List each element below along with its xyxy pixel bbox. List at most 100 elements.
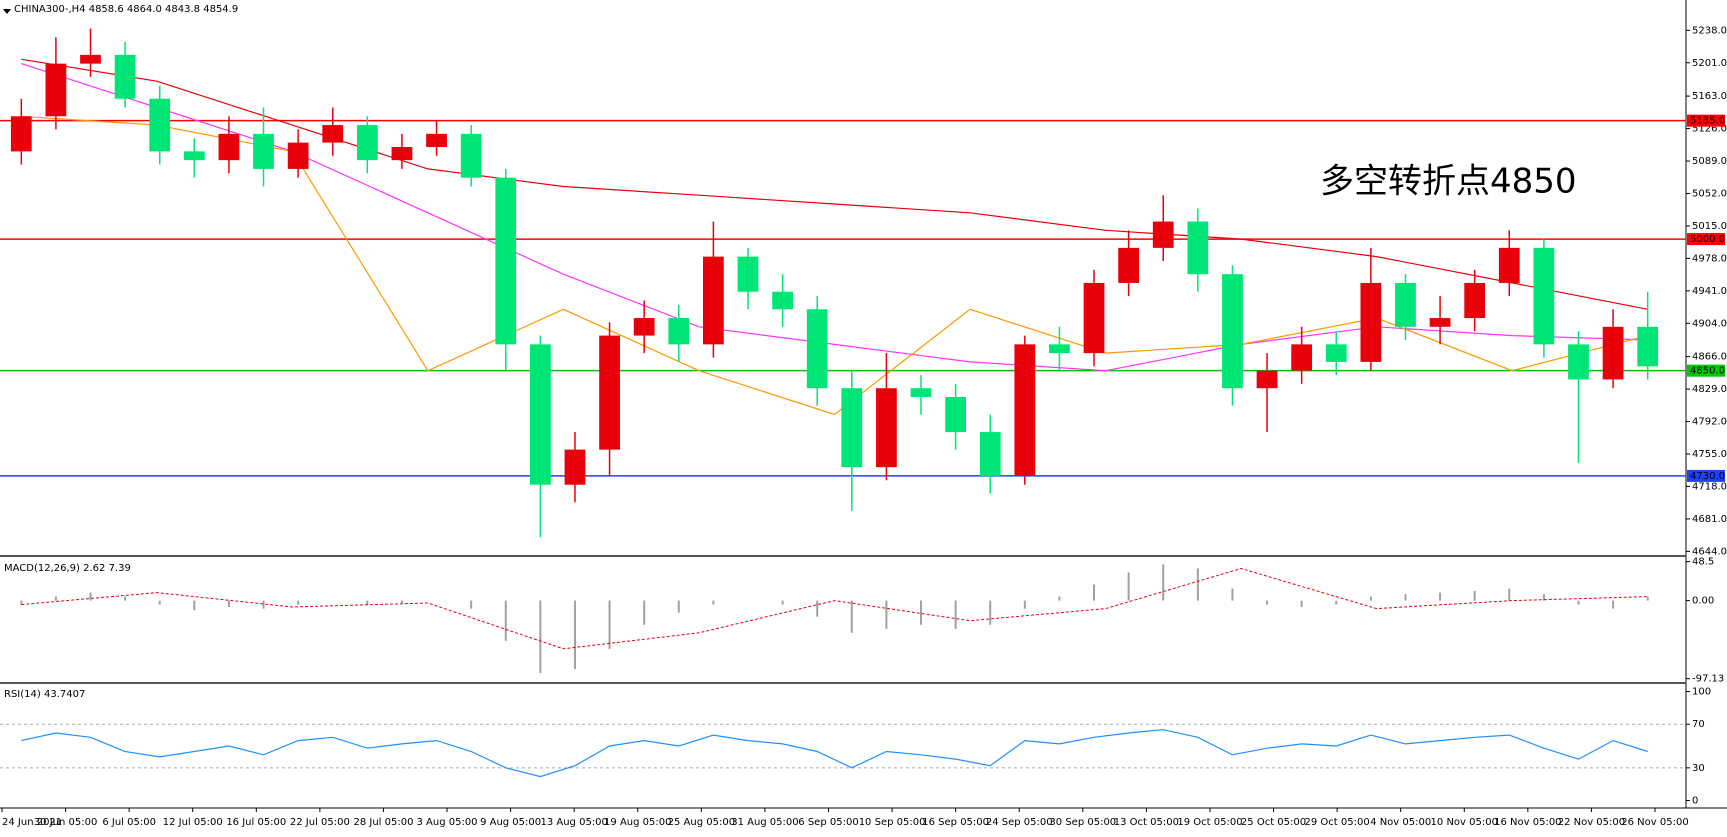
candle-body [1325, 344, 1347, 362]
candle-body [1395, 282, 1416, 327]
candle-body [876, 388, 897, 468]
candle-body [1498, 247, 1520, 283]
y-tick-label: 100 [1692, 687, 1711, 698]
y-tick-label: 4904.0 [1692, 318, 1727, 329]
candle-body [253, 133, 274, 169]
chart-header: CHINA300-,H4 4858.6 4864.0 4843.8 4854.9 [14, 4, 238, 15]
x-tick-label: 13 Oct 05:00 [1114, 817, 1179, 828]
candle-body [1049, 344, 1070, 354]
x-tick-label: 28 Jul 05:00 [353, 817, 413, 828]
x-tick-label: 30 Sep 05:00 [1049, 817, 1116, 828]
candle-body [1187, 221, 1209, 275]
x-tick-label: 10 Sep 05:00 [859, 817, 926, 828]
candle-body [564, 449, 586, 485]
y-tick-label: 4681.0 [1692, 514, 1727, 525]
y-tick-label: 30 [1692, 763, 1705, 774]
candle-body [910, 388, 932, 397]
y-tick-label: 70 [1692, 719, 1705, 730]
level-tag [1687, 114, 1725, 127]
candle-body [426, 133, 447, 147]
menu-arrow [3, 9, 11, 14]
y-tick-label: 4866.0 [1692, 352, 1727, 363]
x-tick-label: 16 Sep 05:00 [922, 817, 989, 828]
x-tick-label: 16 Jul 05:00 [226, 817, 286, 828]
candle-body [1637, 326, 1659, 367]
x-tick-label: 22 Nov 05:00 [1558, 817, 1625, 828]
x-tick-label: 10 Nov 05:00 [1431, 817, 1498, 828]
macd-signal [21, 567, 1648, 650]
x-tick-label: 19 Aug 05:00 [604, 817, 671, 828]
x-tick-label: 26 Nov 05:00 [1621, 817, 1688, 828]
y-tick-label: 5052.0 [1692, 188, 1727, 199]
candle-body [668, 318, 690, 345]
candle-body [45, 63, 67, 117]
x-tick-label: 24 Sep 05:00 [986, 817, 1053, 828]
candle-body [841, 388, 863, 468]
x-tick-label: 25 Oct 05:00 [1241, 817, 1306, 828]
candle-body [1291, 344, 1313, 371]
y-tick-label: 5201.0 [1692, 58, 1727, 69]
x-tick-label: 31 Aug 05:00 [731, 817, 798, 828]
candle-body [287, 142, 309, 169]
candle-body [356, 125, 378, 161]
annotation: 多空转折点4850 [1320, 162, 1577, 202]
x-tick-label: 12 Jul 05:00 [163, 817, 223, 828]
candle-body [1429, 318, 1451, 327]
x-tick-label: 16 Nov 05:00 [1494, 817, 1561, 828]
y-tick-label: 5015.0 [1692, 221, 1727, 232]
x-tick-label: 6 Jul 05:00 [102, 817, 156, 828]
level-tag [1687, 233, 1725, 246]
y-tick-label: -97.13 [1692, 674, 1724, 685]
x-tick-label: 30 Jun 05:00 [34, 817, 98, 828]
x-tick-label: 6 Sep 05:00 [798, 817, 858, 828]
candle-body [1256, 370, 1278, 389]
candle-body [1533, 247, 1555, 345]
candle-body [149, 98, 171, 152]
macd-header: MACD(12,26,9) 2.62 7.39 [4, 563, 131, 574]
x-tick-label: 22 Jul 05:00 [290, 817, 350, 828]
level-label: 4730.0 [1690, 471, 1725, 482]
y-tick-label: 4644.0 [1692, 546, 1727, 557]
x-tick-label: 24 Jun 2021 [2, 817, 62, 828]
x-tick-label: 25 Aug 05:00 [668, 817, 735, 828]
y-tick-label: 48.5 [1692, 557, 1714, 568]
x-tick-label: 13 Aug 05:00 [540, 817, 607, 828]
y-tick-label: 4978.0 [1692, 253, 1727, 264]
y-tick-label: 4829.0 [1692, 384, 1727, 395]
y-tick-label: 0 [1692, 796, 1698, 807]
x-tick-label: 29 Oct 05:00 [1305, 817, 1370, 828]
x-tick-label: 19 Oct 05:00 [1177, 817, 1242, 828]
y-tick-label: 5238.0 [1692, 25, 1727, 36]
candle-body [633, 318, 655, 336]
candle-body [114, 54, 136, 99]
rsi-header: RSI(14) 43.7407 [4, 689, 85, 700]
candle-body [945, 396, 966, 433]
y-tick-label: 4941.0 [1692, 286, 1727, 297]
candle-body [1014, 344, 1036, 476]
candle-body [737, 256, 759, 292]
level-tag [1687, 469, 1725, 482]
candle-body [1568, 344, 1589, 380]
candle-body [806, 309, 828, 389]
candle-body [1083, 282, 1105, 354]
y-tick-label: 4718.0 [1692, 481, 1727, 492]
candle-body [183, 151, 205, 161]
candle-body [391, 146, 413, 161]
rsi-line [21, 729, 1648, 778]
x-tick-label: 9 Aug 05:00 [480, 817, 541, 828]
candle-body [703, 256, 724, 345]
y-tick-label: 5089.0 [1692, 156, 1727, 167]
level-label: 5135.0 [1690, 116, 1725, 127]
y-tick-label: 4792.0 [1692, 417, 1727, 428]
candle-body [1464, 282, 1486, 319]
candle-body [80, 54, 101, 64]
x-tick-label: 3 Aug 05:00 [416, 817, 477, 828]
candle-body [218, 133, 240, 161]
candle-body [1602, 326, 1624, 380]
candle-body [529, 344, 551, 485]
y-tick-label: 0.00 [1692, 596, 1714, 607]
candle-body [1222, 274, 1243, 389]
candle-body [772, 291, 793, 310]
